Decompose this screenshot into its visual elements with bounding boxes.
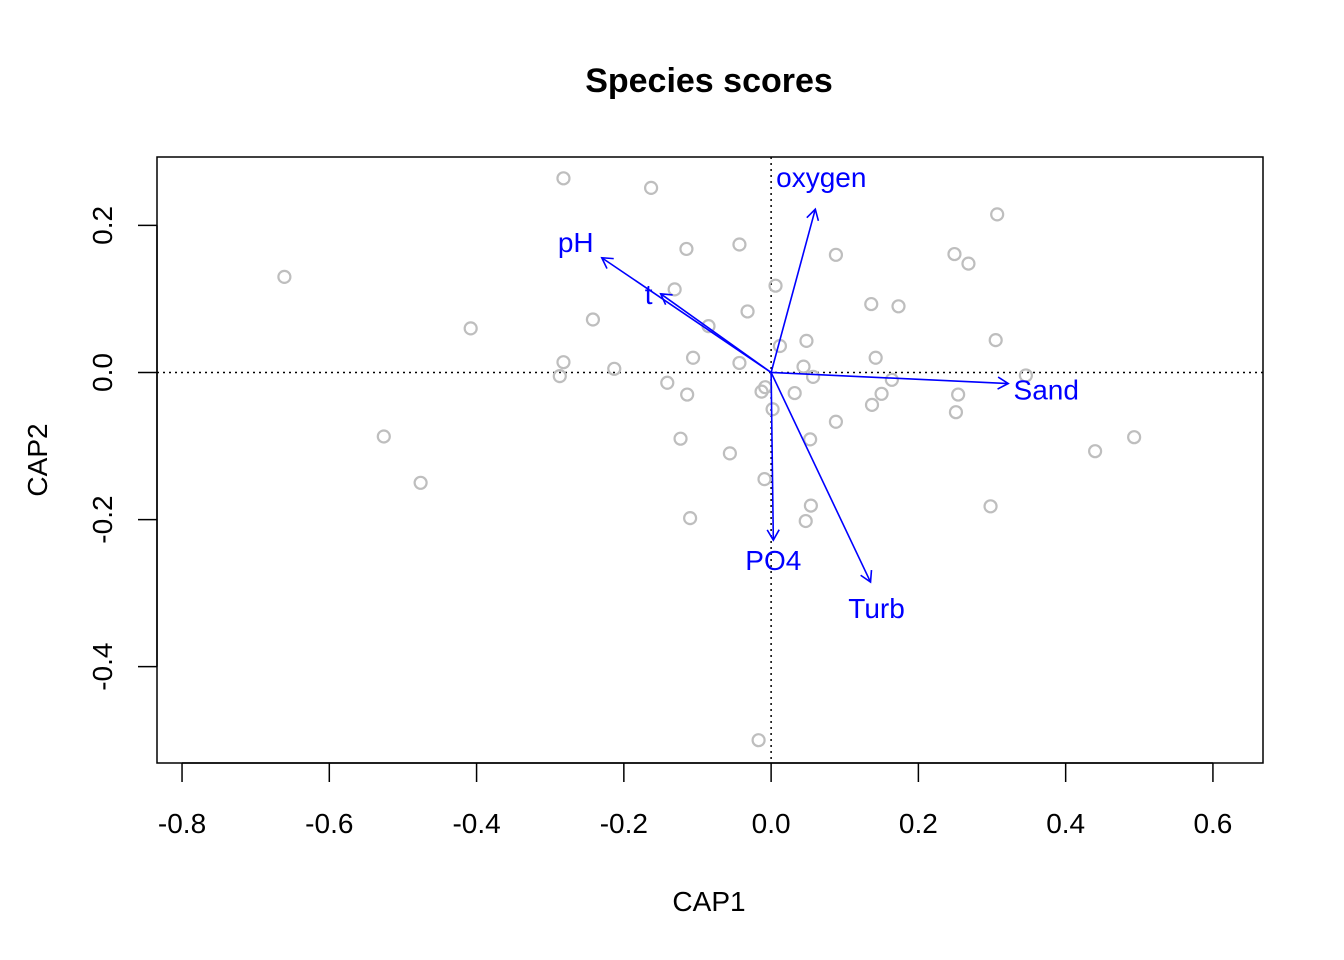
species-point [864,296,879,312]
arrow-head [600,256,614,269]
x-axis: -0.8 -0.6 -0.4 -0.2 0.0 0.2 0.4 0.6 [158,762,1232,839]
species-point [828,247,844,262]
arrow-shaft [660,293,772,374]
species-point [556,355,571,370]
arrow-turb: Turb [770,372,905,624]
y-tick-label: -0.4 [87,643,118,691]
species-point [988,333,1003,348]
arrow-sand: Sand [771,371,1079,406]
species-point [803,432,818,447]
species-point [787,385,802,401]
plot-area: oxygen pH t Sand PO4 Turb [156,156,1264,764]
species-point [751,733,766,748]
y-axis: -0.4 -0.2 0.0 0.2 [87,206,158,691]
species-point [874,386,889,401]
arrow-head [766,529,780,542]
species-point [884,372,899,387]
species-point [828,414,844,429]
arrow-oxygen: oxygen [770,162,866,373]
arrow-head [997,376,1010,390]
arrow-label: oxygen [776,162,866,193]
species-point [891,299,906,314]
species-point [732,355,747,371]
arrow-ph: pH [558,227,772,374]
y-tick-label: -0.2 [87,495,118,543]
species-point [413,475,428,490]
species-point [607,361,622,376]
y-axis-label: CAP2 [22,423,53,496]
species-point [722,446,737,461]
chart-title: Species scores [585,62,833,100]
species-point [585,312,601,327]
arrow-head [860,570,873,584]
y-tick-label: 0.0 [87,353,118,392]
species-point [1018,368,1033,383]
plot-frame [156,156,1264,764]
species-point [277,269,292,284]
arrow-shaft [770,209,817,373]
species-point [983,499,998,514]
species-point [660,375,675,390]
species-point [765,402,780,417]
x-axis-label: CAP1 [672,886,745,917]
x-tick-label: 0.0 [752,808,791,839]
arrow-label: t [645,279,653,310]
x-tick-label: -0.2 [600,808,648,839]
species-point [757,472,772,487]
arrow-shaft [770,372,775,541]
species-point [803,498,818,513]
x-tick-label: 0.6 [1193,808,1232,839]
species-point [673,431,688,446]
arrow-shaft [770,372,872,583]
arrow-shaft [771,371,1009,385]
species-point [685,350,701,365]
arrow-label: Sand [1014,375,1079,406]
arrow-label: pH [558,227,594,258]
species-point [463,321,478,336]
species-point [796,359,811,374]
arrow-t: t [645,279,772,374]
species-point [947,246,962,262]
species-point [799,333,814,348]
species-point [1127,430,1142,445]
species-point [679,241,694,257]
x-tick-label: -0.8 [158,808,206,839]
environment-arrows: oxygen pH t Sand PO4 Turb [558,162,1079,624]
arrow-head [659,292,673,306]
species-point [683,510,698,526]
species-point [948,405,964,420]
species-point [990,207,1005,222]
species-point [680,387,695,402]
species-point [732,237,747,252]
species-points [277,171,1142,748]
x-tick-label: -0.6 [305,808,353,839]
species-point [951,387,966,402]
species-point [961,256,976,271]
species-point [1088,444,1103,459]
x-tick-label: 0.4 [1046,808,1085,839]
species-point [643,180,659,195]
species-point [798,513,813,529]
arrow-head [806,207,820,222]
species-point [376,429,391,444]
species-point [556,171,571,186]
species-point [740,304,755,319]
x-tick-label: 0.2 [899,808,938,839]
arrow-label: PO4 [745,545,801,576]
species-point [805,369,821,384]
y-tick-label: 0.2 [87,206,118,245]
x-tick-label: -0.4 [452,808,500,839]
species-point [868,350,883,365]
arrow-label: Turb [848,593,905,624]
species-point [552,369,567,384]
species-point [864,397,880,412]
arrow-po4: PO4 [745,372,801,576]
species-point [768,278,783,293]
species-point [667,282,682,297]
arrow-shaft [601,257,772,374]
